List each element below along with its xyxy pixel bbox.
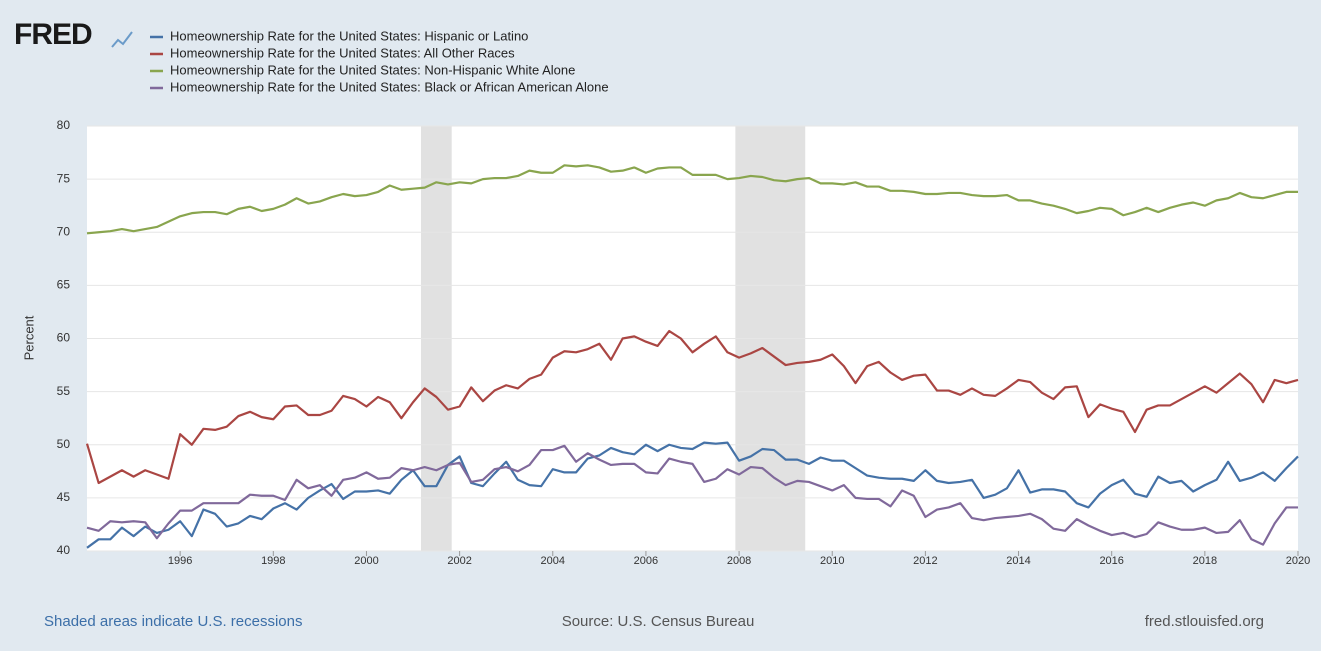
y-tick-label: 55: [57, 384, 71, 398]
x-tick-label: 2004: [541, 555, 565, 567]
y-tick-label: 80: [57, 118, 71, 132]
x-tick-label: 2012: [913, 555, 937, 567]
x-tick-label: 2008: [727, 555, 751, 567]
logo: FRED: [14, 18, 92, 51]
series-line: [86, 444, 1298, 546]
x-tick-label: 1996: [168, 555, 192, 567]
y-tick-label: 50: [57, 437, 71, 451]
y-tick-label: 75: [57, 171, 71, 185]
series-line: [86, 164, 1298, 235]
footer-site[interactable]: fred.stlouisfed.org: [1145, 613, 1264, 630]
y-tick-label: 65: [57, 278, 71, 292]
series-line: [85, 329, 1299, 485]
footer-source: Source: U.S. Census Bureau: [562, 613, 755, 630]
legend-label: Homeownership Rate for the United States…: [170, 79, 609, 94]
x-tick-label: 2020: [1286, 555, 1310, 567]
legend-label: Homeownership Rate for the United States…: [170, 45, 515, 60]
x-tick-label: 2016: [1099, 555, 1123, 567]
footer-note[interactable]: Shaded areas indicate U.S. recessions: [44, 613, 302, 630]
x-tick-label: 2002: [447, 555, 471, 567]
x-tick-label: 1998: [261, 555, 285, 567]
y-axis-label: Percent: [21, 315, 36, 360]
legend-label: Homeownership Rate for the United States…: [170, 28, 528, 43]
x-tick-label: 2006: [634, 555, 658, 567]
x-tick-label: 2014: [1006, 555, 1030, 567]
y-tick-label: 70: [57, 224, 71, 238]
x-tick-label: 2000: [354, 555, 378, 567]
y-tick-label: 60: [57, 331, 71, 345]
x-tick-label: 2010: [820, 555, 844, 567]
series-line: [86, 441, 1299, 549]
y-tick-label: 45: [57, 490, 71, 504]
legend-label: Homeownership Rate for the United States…: [170, 62, 575, 77]
y-tick-label: 40: [57, 543, 71, 557]
x-tick-label: 2018: [1193, 555, 1217, 567]
logo-icon: [111, 31, 133, 48]
